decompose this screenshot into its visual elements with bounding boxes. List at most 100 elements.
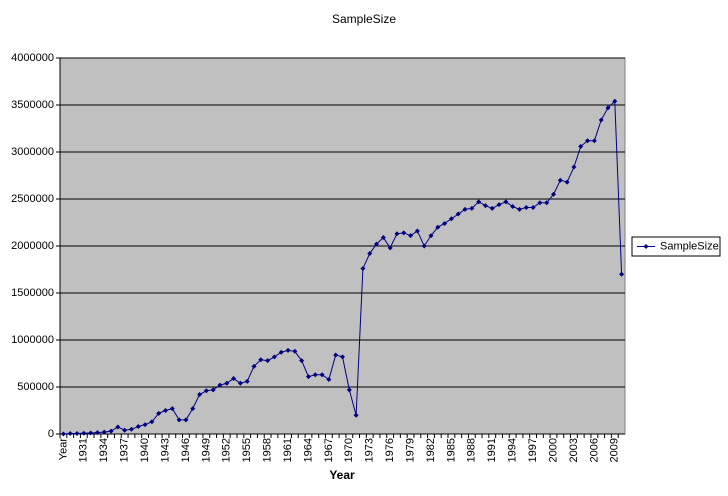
data-point	[203, 388, 209, 394]
data-point	[190, 406, 196, 412]
data-point	[374, 241, 380, 247]
data-point	[128, 426, 134, 432]
data-point	[346, 387, 352, 393]
data-point	[428, 233, 434, 239]
data-point	[469, 205, 475, 211]
x-tick-label: Year	[57, 438, 69, 461]
x-tick-label: 1970	[343, 438, 355, 462]
data-point	[88, 430, 94, 436]
data-point	[442, 220, 448, 226]
data-point	[149, 419, 155, 425]
x-tick-label: 1976	[384, 438, 396, 462]
data-point	[503, 199, 509, 205]
data-point	[435, 224, 441, 230]
data-point	[265, 358, 271, 364]
data-point	[516, 206, 522, 212]
x-tick-label: 1943	[159, 438, 171, 462]
data-point	[183, 417, 189, 423]
data-point	[619, 271, 625, 277]
y-tick-label: 3500000	[11, 99, 54, 111]
data-point	[367, 251, 373, 257]
y-tick-label: 1500000	[11, 287, 54, 299]
legend-marker	[643, 244, 649, 249]
data-point	[217, 382, 223, 388]
x-tick-label: 1937	[119, 438, 131, 462]
y-tick-label: 2000000	[11, 240, 54, 252]
data-point	[210, 387, 216, 393]
data-point	[496, 202, 502, 208]
y-tick-label: 0	[48, 428, 54, 440]
data-point	[142, 422, 148, 428]
data-point	[557, 177, 563, 183]
data-point	[251, 363, 257, 369]
data-point	[237, 380, 243, 386]
legend-label: SampleSize	[660, 240, 719, 252]
data-point	[571, 164, 577, 170]
legend-box	[631, 236, 721, 257]
data-point	[578, 143, 584, 149]
data-point	[537, 200, 543, 206]
x-tick-label: 1985	[445, 438, 457, 462]
x-tick-label: 2009	[609, 438, 621, 462]
data-point	[489, 205, 495, 211]
data-point	[448, 216, 454, 222]
data-point	[380, 235, 386, 241]
x-tick-label: 1946	[180, 438, 192, 462]
x-tick-label: 1940	[139, 438, 151, 462]
data-point	[169, 406, 175, 412]
data-point	[591, 138, 597, 144]
x-tick-label: 1931	[78, 438, 90, 462]
data-point	[326, 376, 332, 382]
x-tick-label: 1949	[200, 438, 212, 462]
data-point	[163, 408, 169, 413]
chart-title: SampleSize	[332, 12, 396, 26]
x-tick-label: 1952	[221, 438, 233, 462]
data-point	[401, 230, 407, 236]
data-point	[122, 427, 128, 433]
y-tick-label: 4000000	[11, 52, 54, 64]
y-tick-label: 2500000	[11, 193, 54, 205]
data-point	[360, 266, 366, 272]
data-point	[387, 245, 393, 251]
data-point	[224, 380, 230, 386]
data-point	[585, 138, 591, 144]
data-point	[510, 204, 516, 210]
data-point	[115, 424, 121, 430]
x-tick-label: 2003	[568, 438, 580, 462]
data-point	[176, 417, 182, 423]
data-point	[340, 354, 345, 360]
data-point	[544, 200, 550, 206]
x-tick-label: 1997	[527, 438, 539, 462]
data-point	[421, 243, 427, 249]
x-tick-label: 1973	[364, 438, 376, 462]
data-point	[476, 199, 482, 205]
data-point	[285, 347, 291, 353]
x-tick-label: 1961	[282, 438, 294, 462]
y-tick-label: 1000000	[11, 334, 54, 346]
x-tick-label: 1958	[262, 438, 274, 462]
data-point	[605, 105, 611, 111]
data-point	[312, 372, 318, 378]
x-tick-label: 1967	[323, 438, 335, 462]
x-tick-label: 1934	[98, 438, 110, 462]
data-point	[564, 179, 570, 185]
data-point	[523, 204, 529, 210]
data-point	[455, 211, 461, 217]
data-point	[299, 358, 305, 364]
data-point	[60, 431, 66, 437]
data-point	[305, 374, 311, 380]
data-point	[482, 203, 488, 209]
data-point	[271, 354, 277, 360]
data-point	[278, 349, 284, 355]
x-tick-label: 1982	[425, 438, 437, 462]
data-point	[244, 378, 250, 384]
data-point	[135, 423, 141, 429]
y-tick-label: 500000	[17, 381, 54, 393]
data-point	[414, 228, 420, 234]
data-point	[67, 431, 73, 437]
data-point	[319, 372, 325, 378]
x-tick-label: 1994	[507, 438, 519, 462]
data-point	[101, 429, 107, 435]
data-point	[81, 430, 87, 436]
